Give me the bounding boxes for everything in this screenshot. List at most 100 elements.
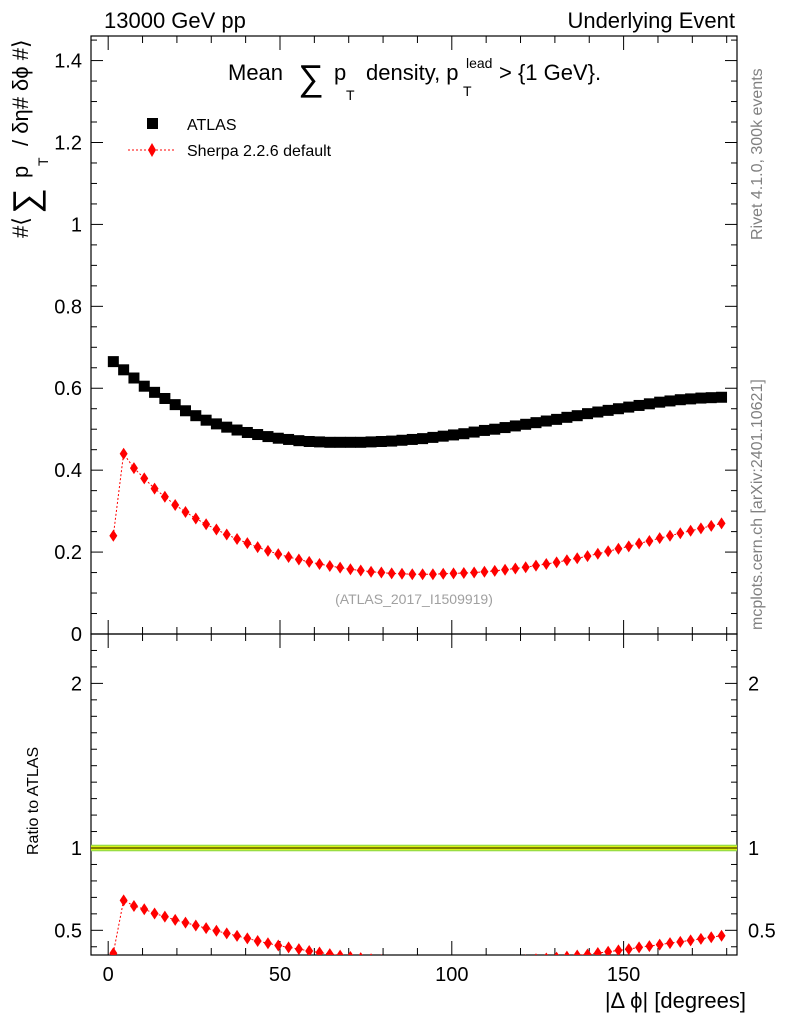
ratio-sherpa-point (614, 944, 623, 955)
atlas-point (252, 429, 264, 441)
atlas-point (520, 418, 532, 430)
title-p: p (334, 60, 346, 85)
ratio-sherpa-point (501, 955, 509, 967)
atlas-point (664, 395, 676, 407)
sherpa-point (129, 462, 138, 475)
ratio-sherpa-point (554, 951, 559, 955)
sherpa-point (233, 532, 242, 545)
x-axis-label: |Δ ϕ| [degrees] (605, 988, 746, 1013)
ratio-sherpa-point (181, 916, 190, 929)
ratio-sherpa-point (191, 919, 200, 932)
main-y-tick-label: 0.8 (54, 296, 82, 318)
main-y-tick-label: 0.2 (54, 542, 82, 564)
ratio-sherpa-point (583, 948, 592, 955)
ratio-axes: 0 50 100 150 0.5 0.5 1 1 2 2 (54, 36, 776, 986)
legend-sherpa-label: Sherpa 2.2.6 default (187, 143, 332, 160)
sherpa-point (140, 472, 149, 485)
atlas-point (685, 393, 697, 405)
sherpa-point (150, 482, 159, 495)
atlas-point (602, 404, 614, 416)
header-analysis-label: Underlying Event (567, 8, 735, 33)
sherpa-point (356, 564, 365, 577)
sherpa-point (160, 490, 169, 503)
sherpa-point (480, 565, 489, 578)
atlas-point (159, 392, 171, 404)
ratio-sherpa-point (358, 952, 363, 955)
atlas-point (107, 356, 119, 368)
ratio-sherpa-point (593, 947, 602, 955)
ratio-sherpa-point (480, 956, 488, 968)
ylabel-p: p (8, 166, 33, 178)
atlas-point (448, 429, 460, 441)
legend-atlas-label: ATLAS (187, 117, 237, 134)
x-tick-label: 100 (435, 964, 468, 986)
ratio-sherpa-point (253, 935, 262, 948)
main-y-tick-label: 1.2 (54, 132, 82, 154)
atlas-point (582, 408, 594, 420)
ratio-sherpa-point (470, 957, 478, 969)
atlas-point (303, 435, 315, 447)
main-y-tick-label: 1 (71, 214, 82, 236)
atlas-point (633, 399, 645, 411)
main-y-tick-label: 1.4 (54, 51, 82, 73)
title-sub-t: T (346, 87, 355, 103)
ratio-sherpa-point (544, 952, 548, 955)
atlas-point (540, 415, 552, 427)
sherpa-point (294, 553, 303, 566)
main-y-tick-label: 0.4 (54, 460, 82, 482)
sherpa-point (377, 566, 386, 579)
atlas-point (272, 432, 284, 444)
legend-sherpa-marker (148, 143, 156, 157)
ratio-sherpa-point (380, 954, 382, 955)
atlas-point (716, 391, 728, 403)
atlas-point (427, 431, 439, 443)
ratio-sherpa-point (150, 907, 159, 920)
ratio-sherpa-point (398, 955, 406, 967)
ratio-sherpa-point (645, 940, 654, 953)
ratio-sherpa-point (564, 950, 570, 955)
rivet-version-label: Rivet 4.1.0, 300k events (749, 68, 766, 240)
x-tick-label: 50 (269, 964, 291, 986)
atlas-point (592, 406, 604, 418)
atlas-point (221, 421, 233, 433)
atlas-point (190, 410, 202, 422)
ylabel-left: #⟨ (8, 217, 33, 238)
ratio-sherpa-point (408, 956, 416, 968)
sherpa-point (181, 505, 190, 518)
title-prefix: Mean (228, 60, 283, 85)
sherpa-point (717, 517, 726, 530)
sherpa-point (676, 527, 685, 540)
sherpa-point (614, 542, 623, 555)
sherpa-line (112, 452, 722, 575)
main-axes: 0 0.2 0.4 0.6 0.8 1 1.2 1.4 (54, 39, 737, 646)
sherpa-point (645, 535, 654, 548)
ratio-sherpa-point (655, 938, 664, 951)
sherpa-point (501, 563, 510, 576)
sherpa-point (428, 568, 437, 581)
sherpa-point (387, 567, 396, 580)
ratio-sherpa-point (263, 937, 272, 950)
ratio-sherpa-point (717, 929, 726, 942)
sherpa-point (222, 528, 231, 541)
atlas-point (200, 414, 212, 426)
sherpa-point (439, 567, 448, 580)
mcplots-label: mcplots.cern.ch [arXiv:2401.10621] (749, 379, 766, 630)
ratio-sherpa-point (315, 946, 324, 955)
ratio-sherpa-point (171, 913, 180, 926)
sherpa-point (665, 529, 674, 542)
atlas-point (138, 380, 150, 392)
atlas-point (293, 435, 305, 447)
atlas-point (623, 401, 635, 413)
atlas-point (468, 426, 480, 438)
atlas-point (355, 436, 367, 448)
sherpa-point (212, 523, 221, 536)
atlas-point (458, 428, 470, 440)
ratio-sherpa-point (129, 899, 138, 912)
ratio-sherpa-point (347, 950, 354, 955)
analysis-watermark: (ATLAS_2017_I1509919) (335, 591, 493, 607)
atlas-point (478, 424, 490, 436)
ratio-sherpa-point (707, 931, 716, 944)
title-sup-lead: lead (466, 55, 492, 71)
ratio-y-tick-label-right: 0.5 (748, 920, 776, 942)
